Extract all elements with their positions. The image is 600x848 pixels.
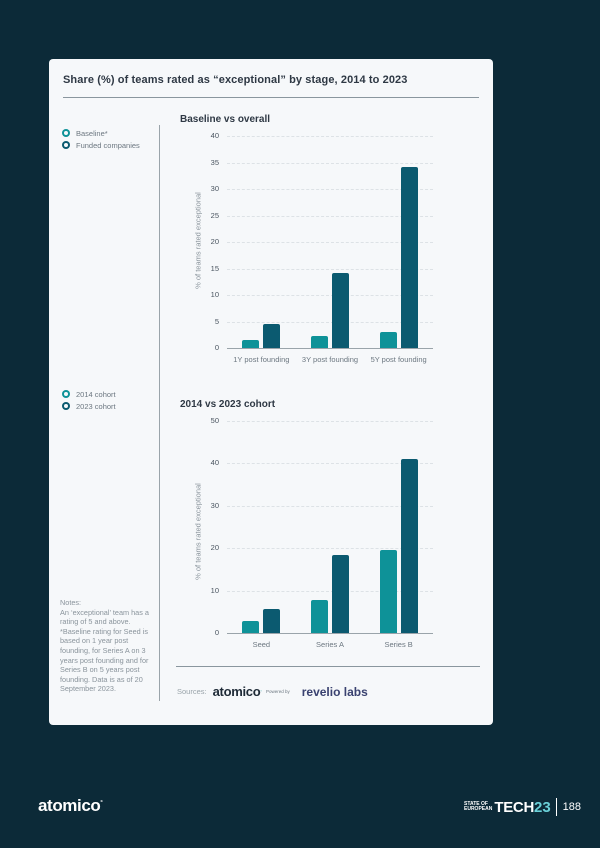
footer-atomico-logo: atomico° (38, 796, 103, 815)
y-tick-label: 10 (210, 585, 219, 595)
y-tick-label: 50 (210, 416, 219, 425)
y-tick-label: 35 (210, 157, 219, 167)
card-title: Share (%) of teams rated as “exceptional… (63, 74, 408, 86)
powered-by-label: Powered by (265, 689, 290, 694)
bar (400, 167, 418, 348)
legend-dot-icon (62, 141, 70, 149)
y-tick-label: 30 (210, 184, 219, 193)
gridline (227, 136, 433, 137)
sources: Sources: atomico ° Powered by revelio lab… (177, 684, 368, 699)
chart1-title: Baseline vs overall (180, 114, 271, 125)
x-category-label: Seed (252, 640, 271, 649)
brand-tech: TECH (494, 798, 534, 816)
y-tick-label: 40 (210, 458, 219, 468)
legend-item-2023: 2023 cohort (62, 400, 116, 412)
brand-year: 23 (533, 798, 551, 816)
bar (400, 459, 418, 633)
notes: Notes: An ‘exceptional’ team has a ratin… (60, 598, 156, 694)
gridline (227, 215, 433, 217)
bar (379, 331, 397, 348)
bar (332, 554, 349, 633)
legend-divider (159, 125, 160, 701)
legend-label: 2014 cohort (76, 389, 116, 399)
chart-card: Share (%) of teams rated as “exceptional… (49, 59, 493, 725)
x-category-label: Series B (384, 640, 413, 649)
gridline (227, 189, 433, 190)
notes-heading: Notes: (60, 598, 82, 607)
y-tick-label: 15 (210, 263, 219, 273)
y-tick-label: 0 (214, 628, 219, 637)
brand-small-text: STATE OF EUROPEAN (464, 800, 493, 812)
y-tick-label: 10 (210, 290, 219, 299)
title-divider (63, 97, 479, 98)
gridline (227, 463, 433, 465)
legend-chart1: Baseline* Funded companies (62, 127, 140, 151)
bar (311, 335, 328, 348)
x-category-label: 5Y post founding (370, 355, 427, 364)
y-tick-label: 0 (214, 343, 219, 352)
brand-separator (555, 798, 557, 816)
legend-item-baseline: Baseline* (62, 127, 140, 139)
y-tick-label: 25 (210, 210, 219, 220)
notes-text: An ‘exceptional’ team has a rating of 5 … (60, 607, 149, 694)
legend-item-funded: Funded companies (62, 139, 140, 151)
gridline (227, 242, 433, 243)
legend-label: Funded companies (76, 140, 140, 150)
bar (379, 550, 397, 633)
y-tick-label: 20 (210, 237, 219, 246)
revelio-labs-logo: revelio labs (301, 684, 368, 699)
gridline (227, 505, 433, 507)
bar (263, 324, 281, 348)
y-tick-label: 5 (214, 316, 219, 326)
y-tick-label: 20 (210, 543, 219, 553)
gridline (227, 548, 433, 550)
bar (263, 609, 281, 633)
chart2-title: 2014 vs 2023 cohort (180, 399, 276, 410)
legend-dot-icon (62, 129, 70, 137)
chart2-plot: 0 10 20 30 40 50 Seed Series A Series B (211, 416, 433, 649)
bar (311, 599, 328, 633)
x-axis-line (227, 633, 433, 634)
x-axis-line (227, 348, 433, 349)
chart1-plot: 0 5 10 15 20 25 30 35 40 1Y post founding 3Y post … (211, 131, 433, 364)
registered-icon: ° (100, 800, 103, 807)
x-category-label: 3Y post founding (301, 355, 359, 364)
legend-label: Baseline* (76, 128, 108, 138)
legend-dot-icon (62, 402, 70, 410)
legend-item-2014: 2014 cohort (62, 388, 116, 400)
gridline (227, 268, 433, 270)
bar (332, 273, 349, 348)
gridline (227, 295, 433, 296)
legend-chart2: 2014 cohort 2023 cohort (62, 388, 116, 412)
sources-label: Sources: (177, 687, 207, 696)
registered-icon: ° (260, 689, 262, 694)
bar (242, 340, 260, 348)
y-tick-label: 40 (210, 131, 219, 140)
page-number: 188 (562, 801, 582, 813)
legend-dot-icon (62, 390, 70, 398)
x-category-label: Series A (316, 640, 344, 649)
legend-label: 2023 cohort (76, 401, 116, 411)
y-tick-label: 30 (210, 500, 219, 510)
chart2-ylabel: % of teams rated exceptional (193, 483, 203, 580)
atomico-source-logo: atomico (212, 684, 261, 699)
sources-divider (176, 666, 480, 667)
gridline (227, 421, 433, 422)
gridline (227, 321, 433, 323)
bar (242, 620, 260, 633)
gridline (227, 590, 433, 592)
state-of-european-tech-brand: STATE OF EUROPEAN TECH 23 188 (464, 798, 581, 816)
x-category-label: 1Y post founding (233, 355, 290, 364)
gridline (227, 162, 433, 164)
